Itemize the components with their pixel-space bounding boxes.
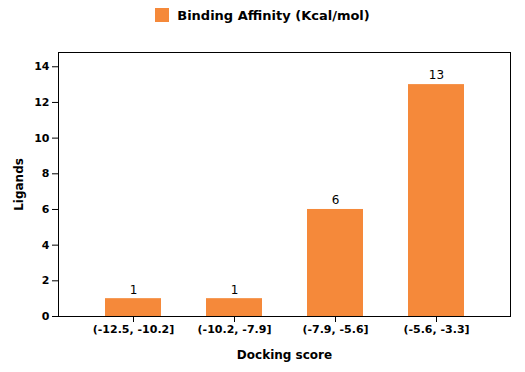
svg-text:Docking score: Docking score [237,348,332,362]
svg-text:(-5.6, -3.3]: (-5.6, -3.3] [403,323,469,336]
svg-text:Ligands: Ligands [12,158,26,211]
svg-text:(-10.2, -7.9]: (-10.2, -7.9] [198,323,272,336]
svg-text:2: 2 [42,274,50,287]
svg-text:6: 6 [332,193,340,207]
svg-text:0: 0 [42,310,50,323]
svg-text:14: 14 [34,60,50,73]
svg-text:1: 1 [231,283,239,297]
svg-text:13: 13 [429,68,444,82]
svg-text:12: 12 [34,96,49,109]
svg-text:(-12.5, -10.2]: (-12.5, -10.2] [93,323,174,336]
svg-text:6: 6 [42,203,50,216]
svg-text:8: 8 [42,167,50,180]
svg-text:4: 4 [42,239,50,252]
svg-text:1: 1 [130,283,138,297]
svg-text:(-7.9, -5.6]: (-7.9, -5.6] [302,323,368,336]
html-text:Binding Affinity (Kcal/mol): Binding Affinity (Kcal/mol) [177,7,370,23]
svg-text:10: 10 [34,132,50,145]
